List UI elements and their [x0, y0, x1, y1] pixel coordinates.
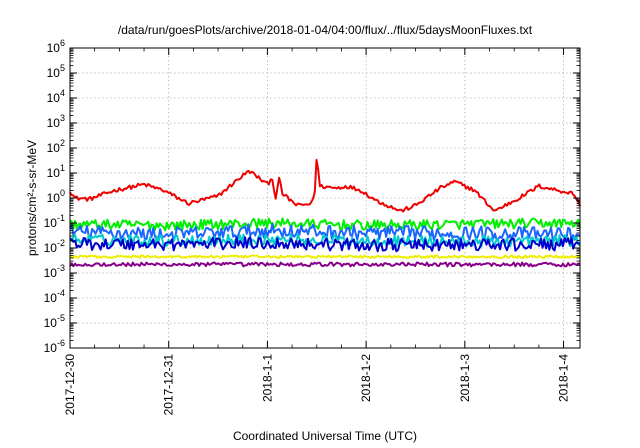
series-line-6: [69, 254, 581, 259]
series-line-5: [69, 236, 581, 253]
y-tick-label: 10-4: [44, 288, 65, 305]
series-line-7: [69, 261, 581, 268]
x-tick-label: 2018-1-4: [557, 354, 571, 402]
x-tick-label: 2018-1-3: [458, 354, 472, 402]
y-tick-label: 105: [47, 63, 65, 80]
y-tick-label: 106: [47, 38, 65, 55]
series-line-3: [69, 223, 581, 242]
x-axis-label: Coordinated Universal Time (UTC): [233, 429, 417, 443]
y-tick-label: 102: [47, 138, 65, 155]
y-tick-label: 10-2: [44, 238, 65, 255]
y-tick-label: 10-6: [44, 338, 65, 355]
y-tick-label: 101: [47, 163, 65, 180]
x-tick-label: 2018-1-2: [359, 354, 373, 402]
y-tick-label: 100: [47, 188, 65, 205]
y-tick-label: 104: [47, 88, 65, 105]
y-tick-label: 10-5: [44, 313, 65, 330]
x-tick-label: 2017-12-31: [162, 354, 176, 416]
y-tick-label: 10-1: [44, 213, 65, 230]
y-axis: 106 105 104 103 102 101 100 10-1 10-2 10-3 10-4 10-…: [44, 38, 580, 355]
x-tick-label: 2018-1-1: [260, 354, 274, 402]
y-tick-label: 103: [47, 113, 65, 130]
grid-lines: [70, 48, 580, 348]
series-line-1: [69, 158, 581, 213]
series-layer: [69, 158, 581, 268]
y-tick-label: 10-3: [44, 263, 65, 280]
x-axis: 2017-12-30 2017-12-31 2018-1-1 2018-1-2 2018…: [63, 48, 571, 415]
chart-title: /data/run/goesPlots/archive/2018-01-04/0…: [118, 23, 533, 37]
series-line-2: [69, 217, 581, 232]
y-axis-label: protons/cm²-s-sr-MeV: [25, 140, 39, 256]
x-tick-label: 2017-12-30: [63, 354, 77, 416]
